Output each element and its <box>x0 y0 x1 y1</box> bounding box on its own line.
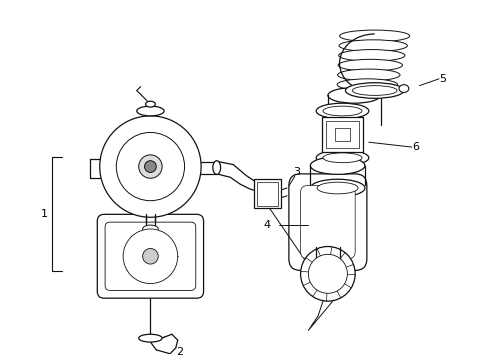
Text: 5: 5 <box>440 74 446 84</box>
Ellipse shape <box>338 69 400 81</box>
Circle shape <box>300 247 355 301</box>
Ellipse shape <box>317 182 358 194</box>
Ellipse shape <box>328 87 381 103</box>
Text: 4: 4 <box>264 220 271 230</box>
Ellipse shape <box>213 161 220 174</box>
Circle shape <box>308 254 347 293</box>
FancyBboxPatch shape <box>98 214 203 298</box>
Circle shape <box>100 116 201 217</box>
FancyBboxPatch shape <box>289 174 367 270</box>
Ellipse shape <box>323 153 362 163</box>
Ellipse shape <box>147 238 154 243</box>
Circle shape <box>143 248 158 264</box>
Ellipse shape <box>352 86 397 95</box>
Circle shape <box>139 155 162 178</box>
Bar <box>322 117 363 152</box>
Ellipse shape <box>345 83 404 98</box>
Text: 1: 1 <box>41 209 48 219</box>
Ellipse shape <box>137 106 164 116</box>
Ellipse shape <box>139 334 162 342</box>
Bar <box>254 179 281 208</box>
Ellipse shape <box>338 59 402 71</box>
Ellipse shape <box>316 103 369 119</box>
Bar <box>326 121 359 148</box>
Circle shape <box>123 229 178 284</box>
Ellipse shape <box>340 30 410 42</box>
Circle shape <box>116 132 185 201</box>
Ellipse shape <box>323 106 362 116</box>
Bar <box>257 182 278 206</box>
Ellipse shape <box>339 50 405 61</box>
Text: 2: 2 <box>176 347 183 357</box>
FancyBboxPatch shape <box>300 186 355 259</box>
Ellipse shape <box>399 85 409 93</box>
Text: 6: 6 <box>412 142 419 152</box>
FancyBboxPatch shape <box>105 222 196 291</box>
Text: 3: 3 <box>293 167 300 177</box>
Circle shape <box>145 161 156 172</box>
Ellipse shape <box>339 40 407 51</box>
Ellipse shape <box>337 79 397 90</box>
Ellipse shape <box>316 150 369 166</box>
Ellipse shape <box>310 157 365 174</box>
Ellipse shape <box>143 225 158 233</box>
Ellipse shape <box>310 179 365 197</box>
Ellipse shape <box>145 232 156 238</box>
Bar <box>335 127 350 141</box>
Ellipse shape <box>146 101 155 107</box>
